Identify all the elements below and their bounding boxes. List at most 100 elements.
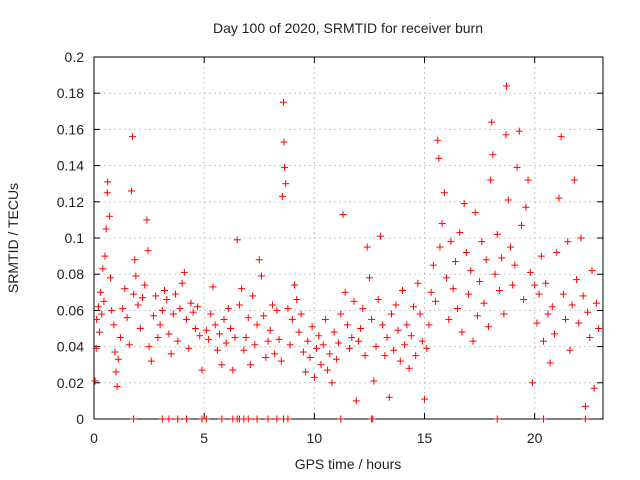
data-point [421, 395, 429, 403]
data-point [92, 344, 100, 352]
data-point [341, 288, 349, 296]
data-point [112, 368, 120, 376]
x-tick-label: 20 [527, 430, 543, 446]
data-point [524, 176, 532, 184]
y-tick-label: 0.14 [57, 158, 84, 174]
data-point [390, 346, 398, 354]
data-point [493, 230, 501, 238]
data-point [443, 274, 451, 282]
data-point [209, 283, 217, 291]
data-point [528, 379, 536, 387]
data-point [396, 357, 404, 365]
data-point [295, 328, 303, 336]
y-tick-label: 0.08 [57, 266, 84, 282]
data-point [581, 402, 589, 410]
data-point [107, 274, 115, 282]
data-point [94, 303, 102, 311]
data-point [557, 133, 565, 141]
data-point [405, 364, 413, 372]
data-point [187, 299, 195, 307]
data-point [520, 296, 528, 304]
data-point [93, 315, 101, 323]
data-point [246, 361, 254, 369]
data-point [471, 209, 479, 217]
data-point [308, 323, 316, 331]
data-point [553, 248, 561, 256]
data-point [244, 415, 252, 423]
data-point [449, 285, 457, 293]
data-point [91, 377, 99, 385]
data-point [202, 326, 210, 334]
data-point [299, 348, 307, 356]
x-tick-label: 15 [417, 430, 433, 446]
data-point [110, 321, 118, 329]
data-point [304, 337, 312, 345]
data-point [568, 301, 576, 309]
data-point [180, 268, 188, 276]
data-point [335, 339, 343, 347]
y-tick-label: 0.02 [57, 375, 84, 391]
data-point [562, 315, 570, 323]
data-point [96, 328, 104, 336]
data-point [392, 301, 400, 309]
data-point [456, 229, 464, 237]
data-point [189, 308, 197, 316]
data-point [412, 352, 420, 360]
data-point [526, 268, 534, 276]
data-point [357, 325, 365, 332]
data-point [427, 288, 435, 296]
data-point [253, 321, 261, 329]
data-point [288, 315, 296, 323]
data-point [262, 353, 270, 361]
data-point [98, 310, 106, 318]
data-point [573, 276, 581, 284]
data-point [354, 337, 362, 345]
data-point [509, 281, 517, 289]
data-point [233, 236, 241, 244]
data-point [154, 334, 162, 342]
data-point [383, 334, 391, 342]
data-point [321, 315, 329, 323]
data-point [473, 312, 481, 320]
data-point [176, 305, 184, 313]
data-point [432, 297, 440, 305]
y-tick-label: 0.04 [57, 339, 84, 355]
data-point [451, 258, 459, 266]
data-point [515, 127, 523, 135]
data-point [454, 305, 462, 313]
data-point [579, 292, 587, 300]
data-point [566, 346, 574, 354]
data-point [282, 180, 290, 188]
data-point [103, 189, 111, 197]
data-point [498, 254, 506, 262]
data-point [134, 301, 142, 309]
data-point [244, 314, 252, 322]
data-point [564, 238, 572, 246]
data-point [544, 310, 552, 318]
data-point [123, 314, 131, 322]
data-point [202, 415, 210, 423]
data-point [231, 334, 239, 342]
data-point [114, 355, 122, 363]
data-point [447, 238, 455, 246]
data-point [469, 337, 477, 345]
data-point [293, 296, 301, 304]
data-point [222, 339, 230, 347]
data-point [369, 415, 377, 423]
data-point [398, 286, 406, 294]
data-point [372, 343, 380, 351]
data-point [178, 279, 186, 287]
y-tick-label: 0.16 [57, 121, 84, 137]
data-point [328, 379, 336, 387]
data-point [330, 328, 338, 336]
data-point [502, 82, 510, 90]
data-point [205, 335, 213, 343]
y-tick-label: 0.1 [65, 230, 85, 246]
data-point [500, 310, 508, 318]
data-point [491, 270, 499, 278]
y-tick-label: 0.12 [57, 194, 84, 210]
data-point [337, 310, 345, 318]
data-point [138, 294, 146, 302]
data-point [352, 397, 360, 405]
data-point [116, 334, 124, 342]
